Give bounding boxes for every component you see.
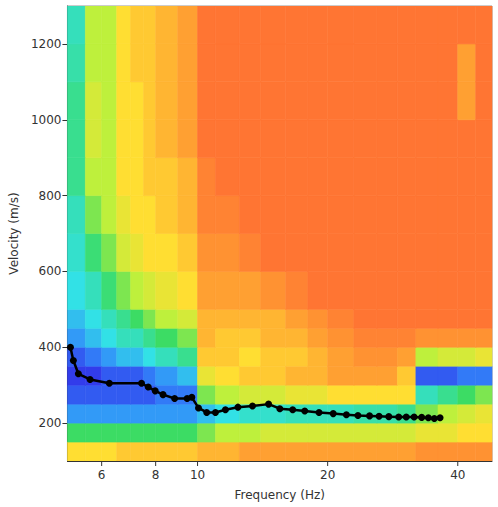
svg-text:1200: 1200 (31, 37, 62, 51)
svg-text:8: 8 (152, 468, 160, 482)
svg-text:400: 400 (39, 340, 62, 354)
svg-text:40: 40 (450, 468, 465, 482)
svg-text:600: 600 (39, 264, 62, 278)
svg-text:200: 200 (39, 416, 62, 430)
svg-text:6: 6 (98, 468, 106, 482)
svg-text:Frequency (Hz): Frequency (Hz) (234, 488, 325, 502)
svg-text:10: 10 (190, 468, 205, 482)
svg-text:20: 20 (320, 468, 335, 482)
svg-text:Velocity (m/s): Velocity (m/s) (7, 192, 21, 274)
svg-text:800: 800 (39, 189, 62, 203)
svg-text:1000: 1000 (31, 113, 62, 127)
